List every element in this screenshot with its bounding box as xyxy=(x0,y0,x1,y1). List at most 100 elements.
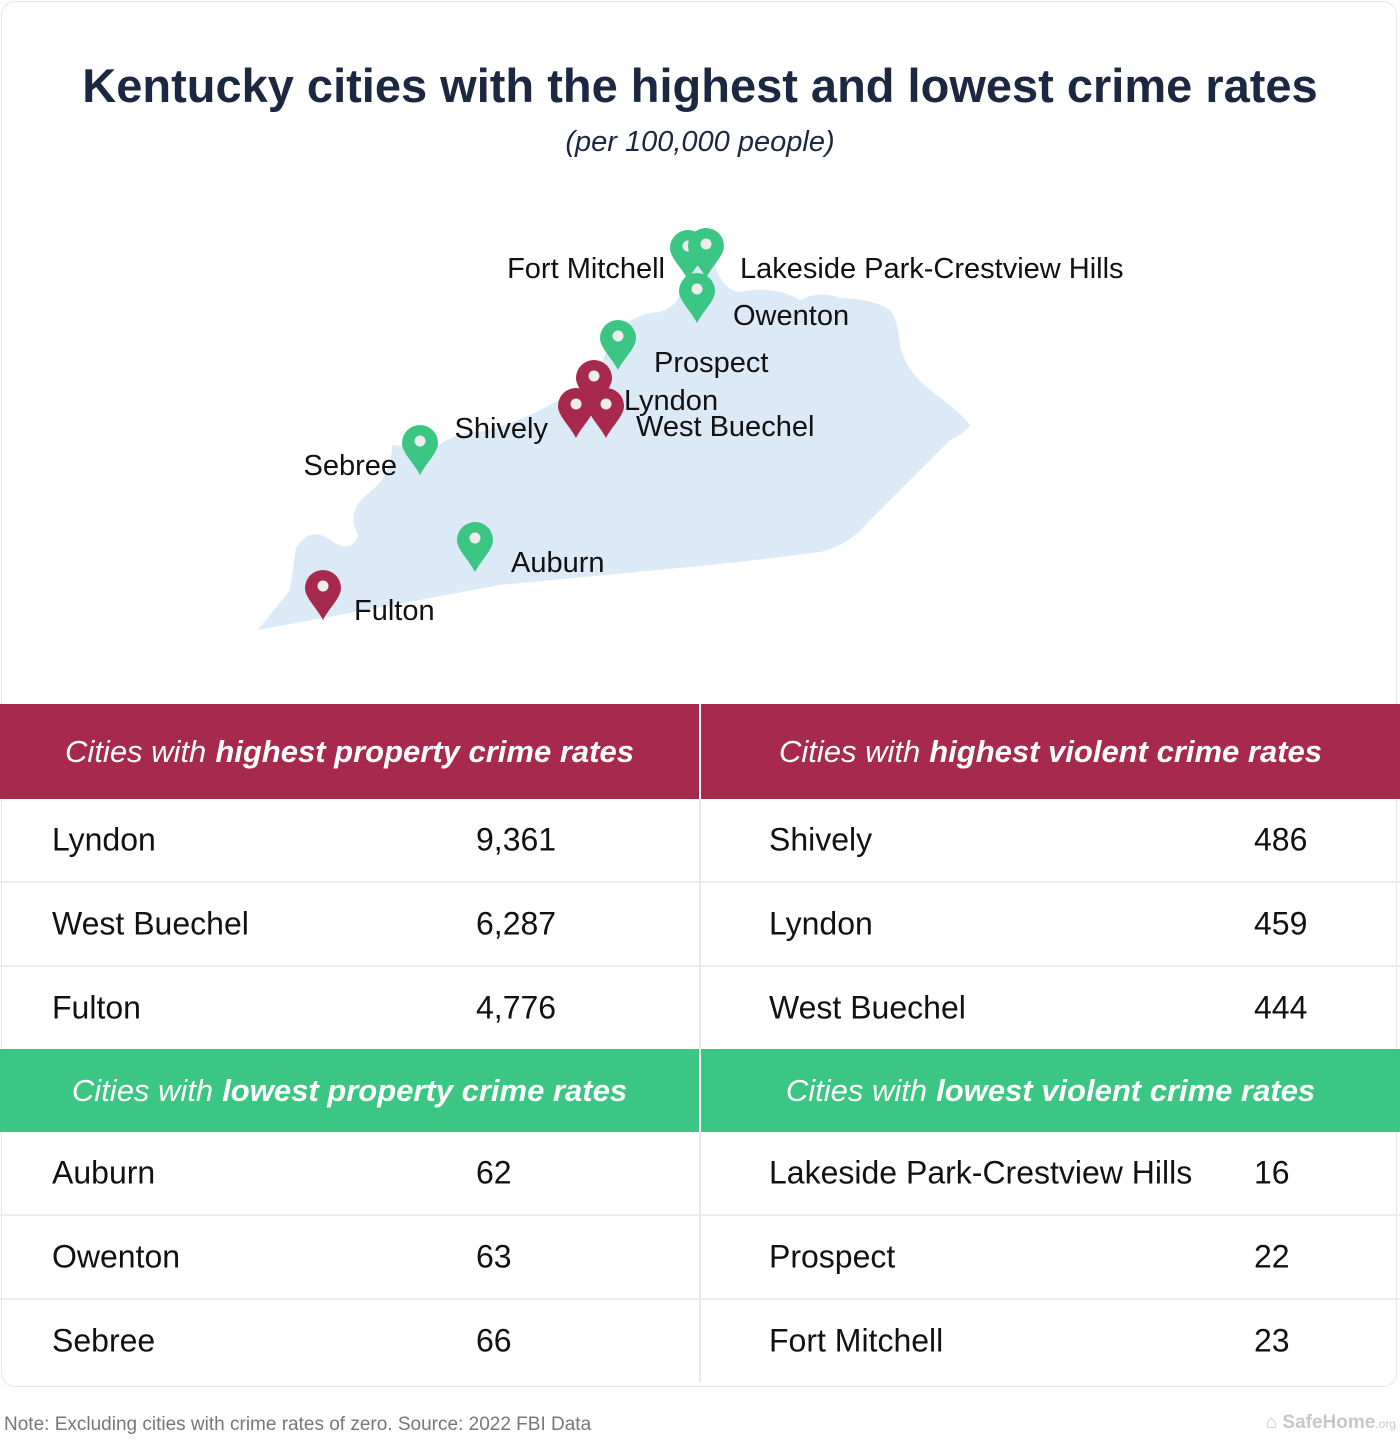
pin-label: Shively xyxy=(455,413,549,445)
pin-dot xyxy=(612,330,624,342)
table-row: Lakeside Park-Crestview Hills 16 xyxy=(701,1132,1400,1216)
map-pin-fulton: Fulton xyxy=(305,570,435,627)
low-header: Cities with lowest property crime rates C… xyxy=(0,1049,1400,1132)
column-violent: Shively 486 Lyndon 459 West Buechel 444 xyxy=(699,799,1400,1049)
pin-label: Fort Mitchell xyxy=(507,253,665,285)
column-property: Auburn 62 Owenton 63 Sebree 66 xyxy=(0,1132,699,1382)
kentucky-shape xyxy=(258,262,970,630)
pin-dot xyxy=(691,283,703,295)
table-row: Fort Mitchell 23 xyxy=(701,1300,1400,1382)
map-pin-owenton: Owenton xyxy=(679,273,849,332)
city-name: Lakeside Park-Crestview Hills xyxy=(769,1154,1193,1191)
table-row: Owenton 63 xyxy=(0,1216,699,1300)
crime-rate: 4,776 xyxy=(476,989,557,1026)
page-subtitle: (per 100,000 people) xyxy=(565,126,835,158)
pin-dot xyxy=(588,370,600,382)
city-name: Lyndon xyxy=(52,821,156,858)
map-pin-icon xyxy=(457,522,493,572)
map-pin-icon xyxy=(305,570,341,620)
table-row: Prospect 22 xyxy=(701,1216,1400,1300)
map-pin-icon xyxy=(402,425,438,475)
crime-rate: 16 xyxy=(1254,1154,1290,1191)
crime-rate: 62 xyxy=(476,1154,512,1191)
header-low-violent: Cities with lowest violent crime rates xyxy=(699,1049,1400,1132)
map-pin-icon xyxy=(576,360,612,410)
pin-dot xyxy=(469,532,481,544)
pin-label: Lakeside Park-Crestview Hills xyxy=(740,253,1124,285)
pin-label: West Buechel xyxy=(636,411,814,443)
crime-rate: 444 xyxy=(1254,989,1308,1026)
city-name: Fulton xyxy=(52,989,141,1026)
city-name: Lyndon xyxy=(769,905,873,942)
pin-dot xyxy=(570,398,582,410)
crime-rate: 22 xyxy=(1254,1238,1290,1275)
crime-tables: Cities with highest property crime rates … xyxy=(0,704,1400,1382)
crime-rate: 9,361 xyxy=(476,821,557,858)
column-property: Lyndon 9,361 West Buechel 6,287 Fulton 4,776 xyxy=(0,799,699,1049)
logo-suffix: .org xyxy=(1375,1417,1396,1431)
map-pin-prospect: Prospect xyxy=(600,320,768,379)
header-prefix: Cities with xyxy=(65,733,207,769)
city-name: Auburn xyxy=(52,1154,156,1191)
city-name: Fort Mitchell xyxy=(769,1322,944,1359)
card-frame xyxy=(1,1,1397,1387)
pin-label: Sebree xyxy=(303,450,397,482)
city-name: Sebree xyxy=(52,1322,156,1359)
city-name: Owenton xyxy=(52,1238,181,1275)
map-pin-lakeside-park-crestview-hills: Lakeside Park-Crestview Hills xyxy=(688,228,1124,285)
table-row: Sebree 66 xyxy=(0,1300,699,1382)
pin-label: Auburn xyxy=(511,547,605,579)
map-pin-icon xyxy=(600,320,636,370)
map-pin-icon xyxy=(679,273,715,323)
map-pin-lyndon: Lyndon xyxy=(576,360,718,417)
kentucky-map: Fort Mitchell Lakeside Park-Crestview Hil… xyxy=(258,228,1124,630)
table-row: Lyndon 459 xyxy=(701,883,1400,967)
logo-text: SafeHome xyxy=(1282,1412,1376,1433)
pin-dot xyxy=(700,238,712,250)
map-pin-shively: Shively xyxy=(455,388,594,445)
safehome-logo: ⌂ SafeHome.org xyxy=(1265,1412,1396,1433)
city-name: West Buechel xyxy=(769,989,966,1026)
map-pin-icon xyxy=(688,228,724,278)
header-emphasis: highest violent crime rates xyxy=(929,733,1323,769)
map-pin-icon xyxy=(558,388,594,438)
header-prefix: Cities with xyxy=(778,733,921,769)
source-note: Note: Excluding cities with crime rates … xyxy=(4,1414,592,1435)
crime-rate: 63 xyxy=(476,1238,512,1275)
table-row: Fulton 4,776 xyxy=(0,967,699,1049)
crime-rate: 23 xyxy=(1254,1322,1290,1359)
pin-label: Owenton xyxy=(733,300,849,332)
pin-label: Lyndon xyxy=(624,385,718,417)
header-low-property: Cities with lowest property crime rates xyxy=(0,1049,699,1132)
header-high-violent: Cities with highest violent crime rates xyxy=(699,704,1400,799)
pin-dot xyxy=(414,435,426,447)
table-row: Lyndon 9,361 xyxy=(0,799,699,883)
map-pin-fort-mitchell: Fort Mitchell xyxy=(507,230,706,285)
map-pin-icon xyxy=(588,388,624,438)
header-prefix: Cities with xyxy=(785,1072,928,1108)
header-emphasis: lowest property crime rates xyxy=(222,1072,628,1108)
high-header: Cities with highest property crime rates … xyxy=(0,704,1400,799)
header-emphasis: lowest violent crime rates xyxy=(936,1072,1316,1108)
page-title: Kentucky cities with the highest and low… xyxy=(82,59,1318,112)
pin-dot xyxy=(317,580,329,592)
pin-label: Fulton xyxy=(354,595,435,627)
city-name: Shively xyxy=(769,821,873,858)
city-name: Prospect xyxy=(769,1238,896,1275)
table-row: Shively 486 xyxy=(701,799,1400,883)
column-violent: Lakeside Park-Crestview Hills 16 Prospect 2… xyxy=(699,1132,1400,1382)
crime-rate: 459 xyxy=(1254,905,1308,942)
low-rows: Auburn 62 Owenton 63 Sebree 66 Lakeside Park-C… xyxy=(0,1132,1400,1382)
map-pin-sebree: Sebree xyxy=(303,425,438,482)
pin-label: Prospect xyxy=(654,347,768,379)
header-emphasis: highest property crime rates xyxy=(215,733,634,769)
crime-rate: 6,287 xyxy=(476,905,557,942)
map-pin-auburn: Auburn xyxy=(457,522,605,579)
header-prefix: Cities with xyxy=(71,1072,214,1108)
map-pin-west-buechel: West Buechel xyxy=(588,388,814,443)
table-row: West Buechel 444 xyxy=(701,967,1400,1049)
high-rows: Lyndon 9,361 West Buechel 6,287 Fulton 4,776 S… xyxy=(0,799,1400,1049)
table-row: West Buechel 6,287 xyxy=(0,883,699,967)
header-high-property: Cities with highest property crime rates xyxy=(0,704,699,799)
